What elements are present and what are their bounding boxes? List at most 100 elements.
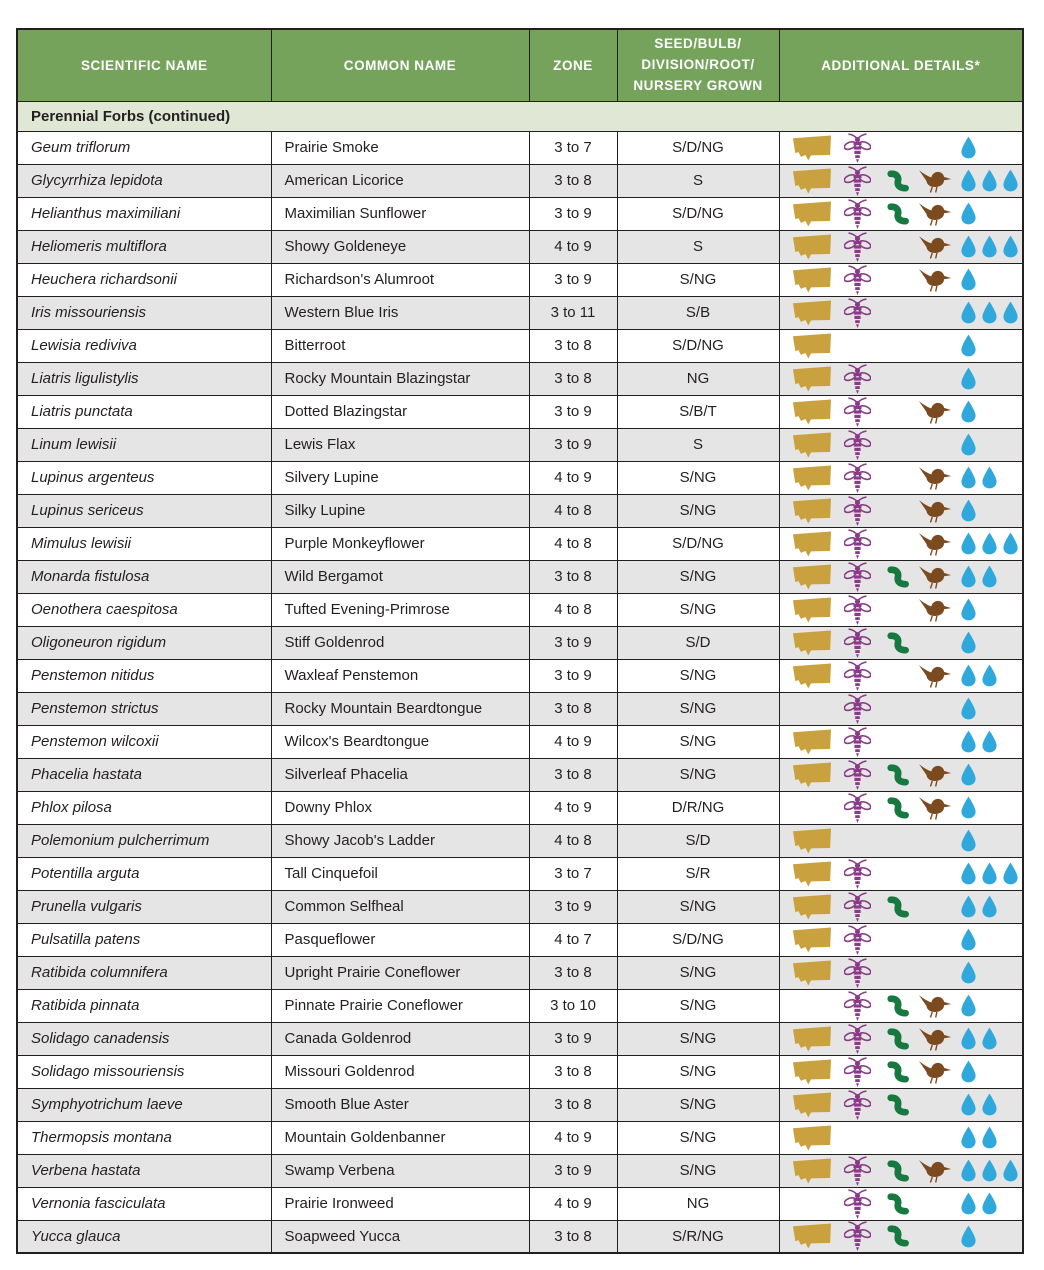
water-droplets-group [960, 1093, 998, 1116]
table-row: Vernonia fasciculata Prairie Ironweed 4 … [16, 1186, 1024, 1221]
common-name-cell: Upright Prairie Coneflower [270, 955, 530, 990]
zone-cell: 3 to 8 [528, 757, 618, 792]
bee-icon [843, 1221, 884, 1252]
bee-icon [843, 528, 884, 559]
water-droplet-icon [960, 466, 976, 489]
water-droplet-icon [1002, 235, 1018, 258]
bee-icon [843, 858, 884, 889]
water-droplet-icon [960, 136, 976, 159]
water-droplet-icon [981, 1159, 997, 1182]
icon-row [792, 331, 1023, 361]
water-droplet-icon [1002, 301, 1018, 324]
bird-icon [918, 465, 960, 491]
zone-cell: 3 to 9 [528, 427, 618, 462]
column-header-additional-details: ADDITIONAL DETAILS* [778, 28, 1024, 102]
water-droplet-icon [960, 565, 976, 588]
water-droplets-group [960, 466, 998, 489]
montana-state-icon [792, 1091, 844, 1118]
caterpillar-icon [884, 895, 918, 918]
water-droplets-group [960, 664, 998, 687]
propagation-cell: S/NG [616, 1153, 780, 1188]
icon-row [792, 990, 1023, 1021]
propagation-cell: S/D/NG [616, 196, 780, 231]
zone-cell: 3 to 9 [528, 196, 618, 231]
water-droplets-group [960, 763, 977, 786]
scientific-name-cell: Potentilla arguta [16, 856, 272, 891]
table-row: Ratibida pinnata Pinnate Prairie Coneflo… [16, 988, 1024, 1023]
section-row: Perennial Forbs (continued) [16, 100, 1024, 132]
common-name-cell: American Licorice [270, 163, 530, 198]
scientific-name-cell: Thermopsis montana [16, 1120, 272, 1155]
montana-state-icon [792, 596, 844, 623]
common-name-cell: Showy Jacob's Ladder [270, 823, 530, 858]
icon-row [792, 132, 1023, 163]
water-droplet-icon [960, 1159, 976, 1182]
montana-state-icon [792, 332, 844, 359]
additional-details-cell [778, 1153, 1024, 1188]
water-droplet-icon [960, 928, 976, 951]
bird-icon [918, 663, 960, 689]
common-name-cell: Showy Goldeneye [270, 229, 530, 264]
zone-cell: 3 to 9 [528, 1153, 618, 1188]
common-name-cell: Western Blue Iris [270, 295, 530, 330]
bee-icon [843, 891, 884, 922]
common-name-cell: Wilcox's Beardtongue [270, 724, 530, 759]
water-droplet-icon [981, 730, 997, 753]
icon-row [792, 396, 1023, 427]
table-row: Geum triflorum Prairie Smoke 3 to 7 S/D/… [16, 130, 1024, 165]
zone-cell: 3 to 7 [528, 130, 618, 165]
water-droplet-icon [960, 895, 976, 918]
zone-cell: 3 to 9 [528, 625, 618, 660]
scientific-name-cell: Solidago canadensis [16, 1021, 272, 1056]
propagation-cell: S/NG [616, 460, 780, 495]
bee-icon [843, 759, 884, 790]
water-droplet-icon [981, 1126, 997, 1149]
water-droplet-icon [960, 202, 976, 225]
bee-icon [843, 693, 884, 724]
bird-icon [918, 993, 960, 1019]
zone-cell: 4 to 8 [528, 493, 618, 528]
scientific-name-cell: Ratibida pinnata [16, 988, 272, 1023]
icon-row [792, 231, 1023, 262]
montana-state-icon [792, 761, 844, 788]
propagation-cell: S/D/NG [616, 130, 780, 165]
icon-row [792, 198, 1023, 229]
water-droplet-icon [960, 862, 976, 885]
table-row: Penstemon strictus Rocky Mountain Beardt… [16, 691, 1024, 726]
additional-details-cell [778, 262, 1024, 297]
table-row: Oenothera caespitosa Tufted Evening-Prim… [16, 592, 1024, 627]
scientific-name-cell: Ratibida columnifera [16, 955, 272, 990]
montana-state-icon [792, 629, 844, 656]
bee-icon [843, 957, 884, 988]
zone-cell: 3 to 8 [528, 559, 618, 594]
water-droplet-icon [960, 1060, 976, 1083]
bee-icon [843, 1155, 884, 1186]
bee-icon [843, 660, 884, 691]
scientific-name-cell: Liatris ligulistylis [16, 361, 272, 396]
montana-state-icon [792, 563, 844, 590]
zone-cell: 3 to 8 [528, 955, 618, 990]
zone-cell: 4 to 9 [528, 1186, 618, 1221]
caterpillar-icon [884, 202, 918, 225]
common-name-cell: Stiff Goldenrod [270, 625, 530, 660]
montana-state-icon [792, 233, 844, 260]
icon-row [792, 528, 1023, 559]
table-row: Iris missouriensis Western Blue Iris 3 t… [16, 295, 1024, 330]
table-row: Helianthus maximiliani Maximilian Sunflo… [16, 196, 1024, 231]
scientific-name-cell: Verbena hastata [16, 1153, 272, 1188]
additional-details-cell [778, 790, 1024, 825]
common-name-cell: Common Selfheal [270, 889, 530, 924]
zone-cell: 4 to 9 [528, 460, 618, 495]
propagation-cell: S/NG [616, 724, 780, 759]
water-droplet-icon [960, 1192, 976, 1215]
common-name-cell: Pinnate Prairie Coneflower [270, 988, 530, 1023]
scientific-name-cell: Oenothera caespitosa [16, 592, 272, 627]
table-row: Solidago canadensis Canada Goldenrod 3 t… [16, 1021, 1024, 1056]
propagation-cell: S/NG [616, 493, 780, 528]
water-droplet-icon [960, 532, 976, 555]
zone-cell: 3 to 8 [528, 1054, 618, 1089]
icon-row [792, 1056, 1023, 1087]
common-name-cell: Missouri Goldenrod [270, 1054, 530, 1089]
montana-state-icon [792, 497, 844, 524]
montana-state-icon [792, 200, 844, 227]
